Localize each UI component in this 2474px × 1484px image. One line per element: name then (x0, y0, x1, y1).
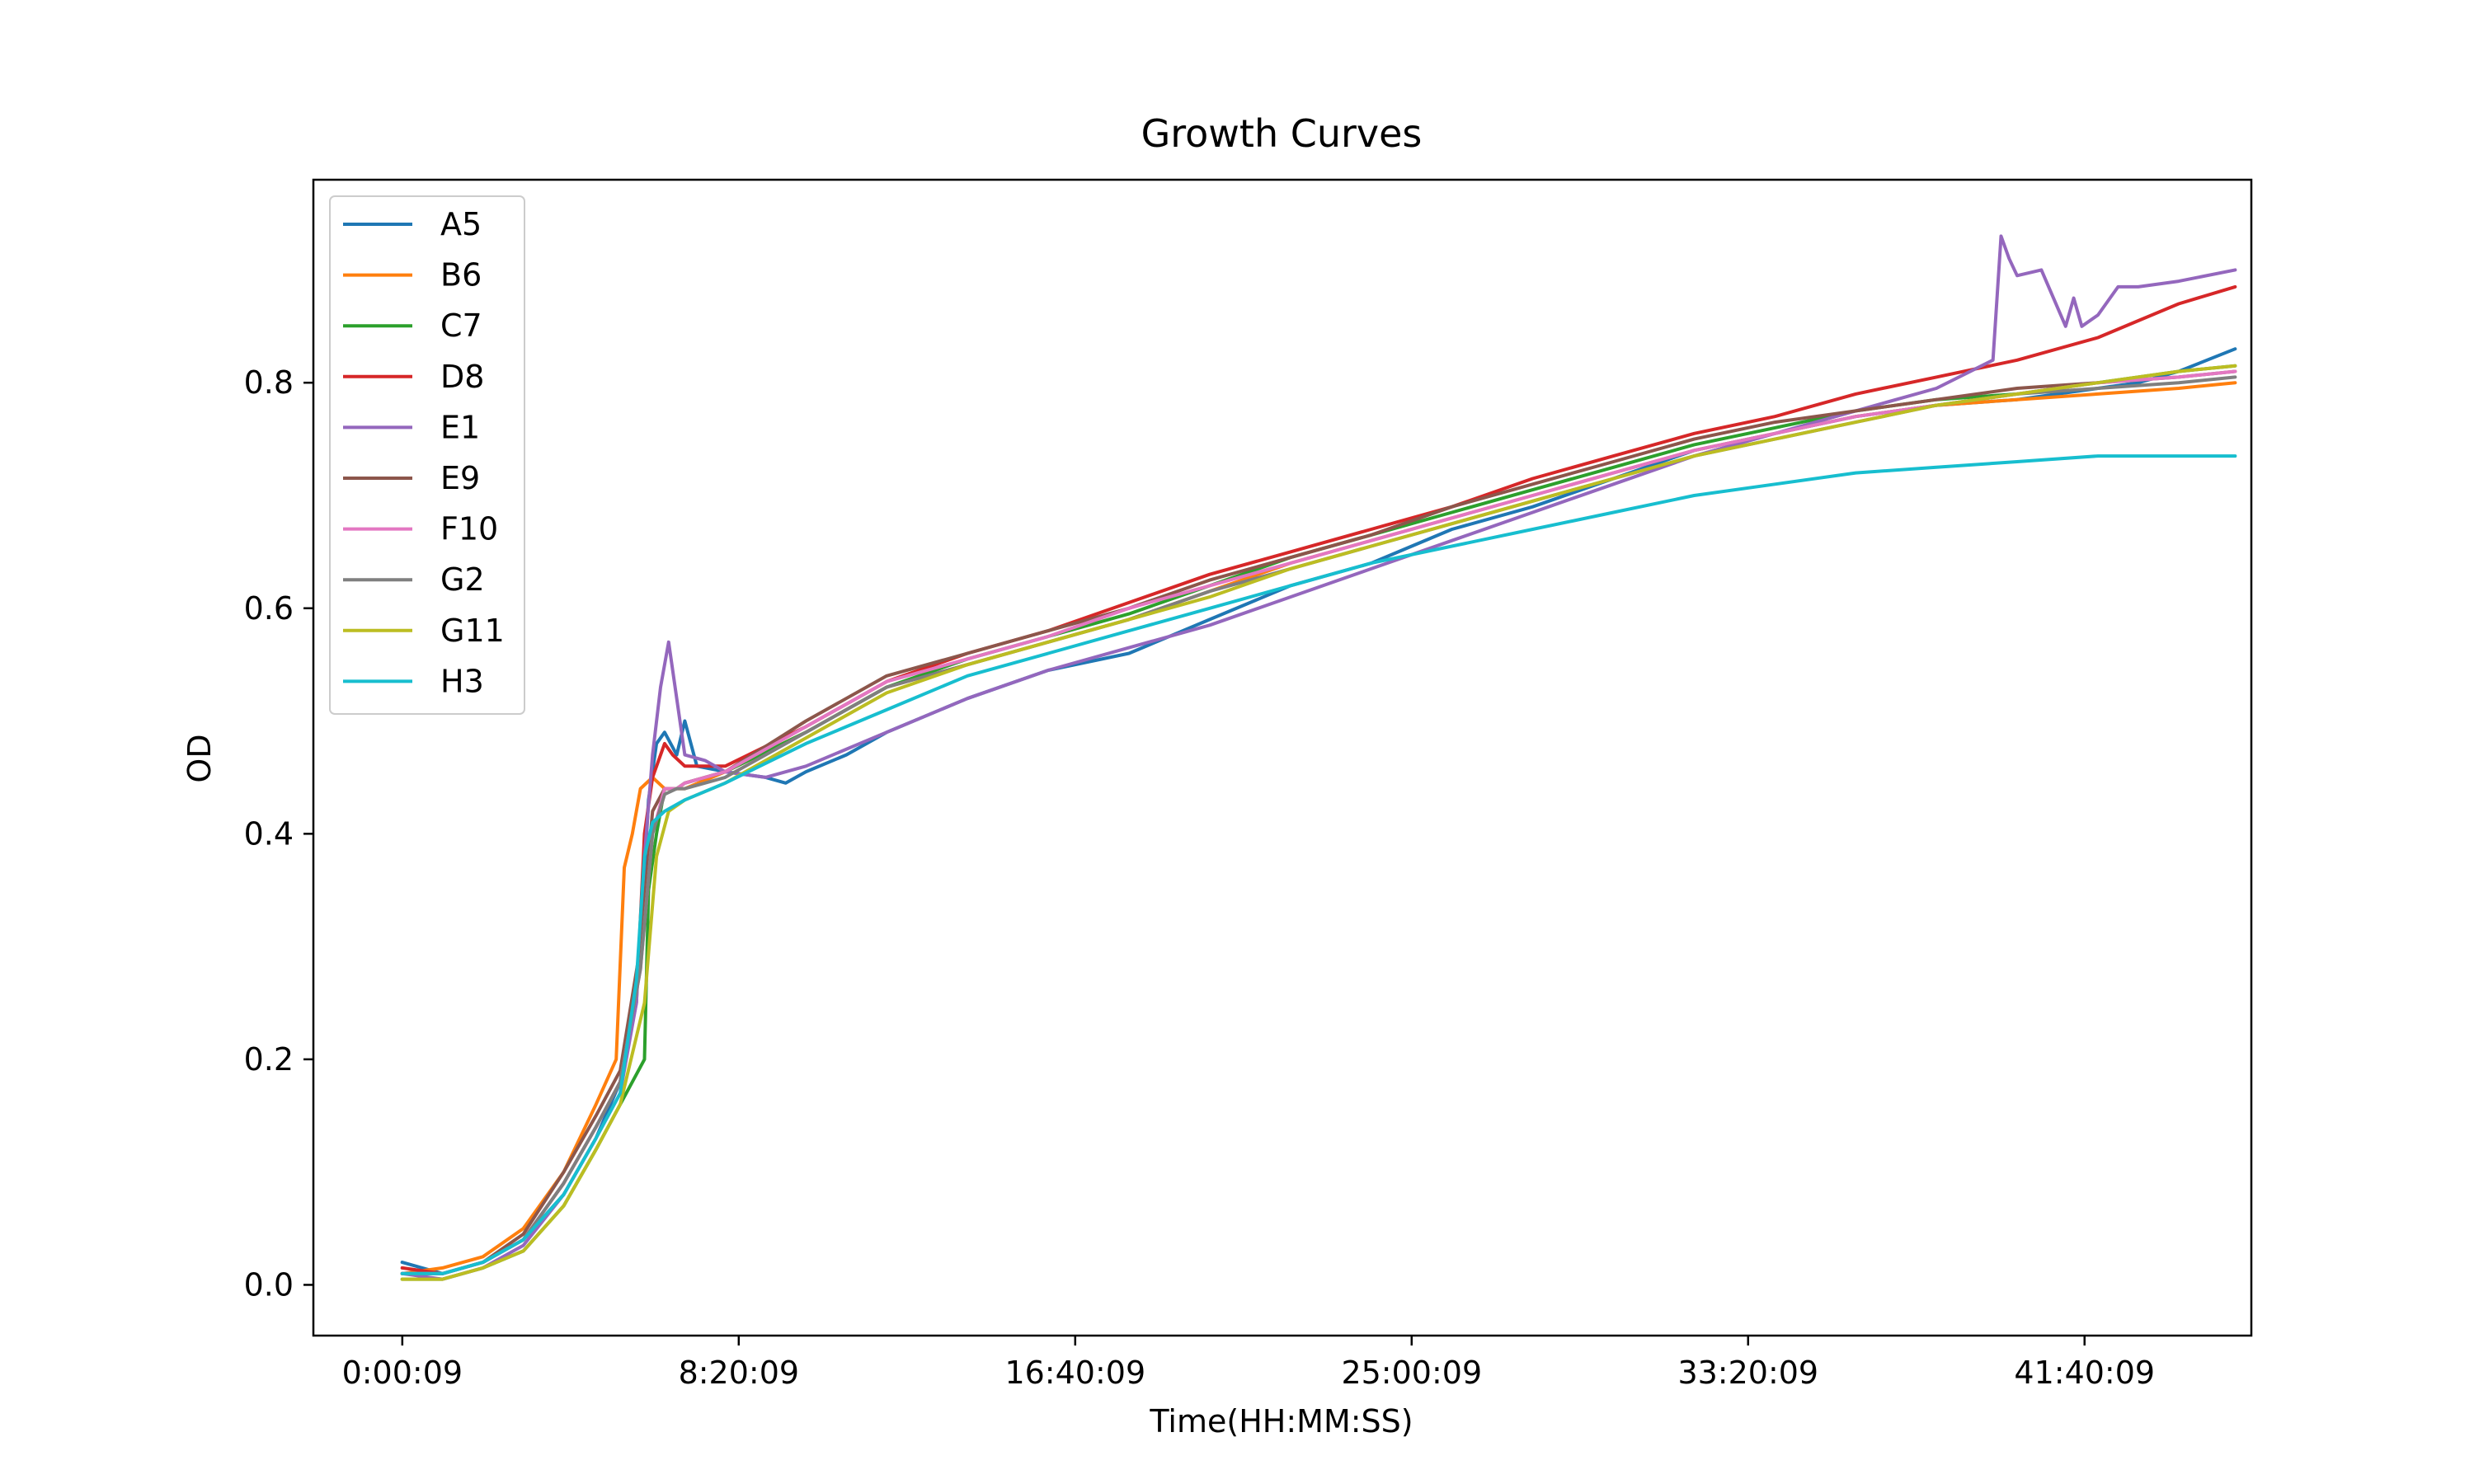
legend-label-f10: F10 (440, 511, 498, 547)
plot-frame (312, 178, 2253, 1337)
y-axis-ticks: 0.0 0.2 0.4 0.6 0.8 (244, 364, 313, 1303)
legend-label-b6: B6 (440, 257, 482, 294)
series-line-h3 (400, 454, 2237, 1275)
series-line-e9 (400, 369, 2237, 1275)
x-tick-label: 25:00:09 (1341, 1355, 1482, 1391)
legend-label-g2: G2 (440, 561, 485, 598)
y-tick-label: 0.4 (244, 815, 294, 852)
legend-label-a5: A5 (440, 206, 482, 242)
legend-label-e1: E1 (440, 409, 480, 445)
x-tick-label: 8:20:09 (679, 1355, 800, 1391)
x-tick-label: 0:00:09 (342, 1355, 463, 1391)
y-tick-label: 0.8 (244, 364, 294, 401)
legend-label-h3: H3 (440, 663, 484, 699)
y-tick-label: 0.2 (244, 1041, 294, 1078)
legend-label-c7: C7 (440, 308, 482, 344)
legend-label-e9: E9 (440, 460, 480, 496)
legend-label-d8: D8 (440, 359, 484, 395)
legend: A5 B6 C7 D8 E1 E9 F10 G2 G11 H3 (329, 195, 525, 715)
y-tick-label: 0.6 (244, 590, 294, 627)
legend-label-g11: G11 (440, 613, 505, 649)
x-axis-label: Time(HH:MM:SS) (1149, 1403, 1413, 1439)
y-tick-label: 0.0 (244, 1266, 294, 1303)
x-tick-label: 16:40:09 (1004, 1355, 1145, 1391)
x-tick-label: 41:40:09 (2014, 1355, 2155, 1391)
series-line-g11 (400, 364, 2237, 1281)
x-axis-ticks: 0:00:09 8:20:09 16:40:09 25:00:09 33:20:09 41… (342, 1336, 2155, 1391)
y-axis-label: OD (181, 734, 218, 782)
x-tick-label: 33:20:09 (1677, 1355, 1818, 1391)
plot-lines (400, 234, 2237, 1281)
chart-title: Growth Curves (1141, 111, 1423, 156)
